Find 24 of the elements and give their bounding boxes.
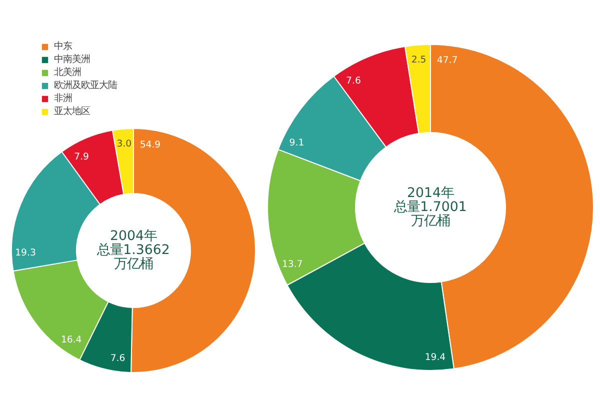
legend-label: 北美洲: [54, 66, 81, 79]
data-label: 7.6: [346, 75, 361, 86]
text: 2014年: [407, 186, 454, 201]
data-label: 13.7: [282, 258, 303, 270]
data-label: 2.5: [411, 54, 426, 66]
legend-label: 欧洲及欧亚大陆: [54, 79, 117, 92]
text: 2004年: [110, 229, 157, 244]
data-label: 19.3: [15, 247, 36, 258]
data-label: 19.4: [424, 352, 446, 363]
data-label: 16.4: [60, 334, 82, 346]
data-label: 47.7: [436, 54, 458, 66]
data-label: 7.9: [74, 151, 90, 162]
text: 万亿桶: [114, 257, 153, 272]
data-label: 9.1: [289, 137, 304, 148]
text: 总量1.3662: [96, 243, 170, 258]
data-label: 54.9: [140, 139, 161, 150]
legend-label: 中南美洲: [54, 53, 90, 66]
legend-label: 亚太地区: [54, 105, 90, 118]
data-label: 7.6: [110, 352, 126, 364]
legend-label: 非洲: [54, 92, 73, 105]
text: 总量1.7001: [393, 200, 467, 215]
legend-label: 中东: [54, 40, 73, 53]
data-label: 3.0: [116, 138, 132, 150]
text: 万亿桶: [411, 214, 450, 229]
